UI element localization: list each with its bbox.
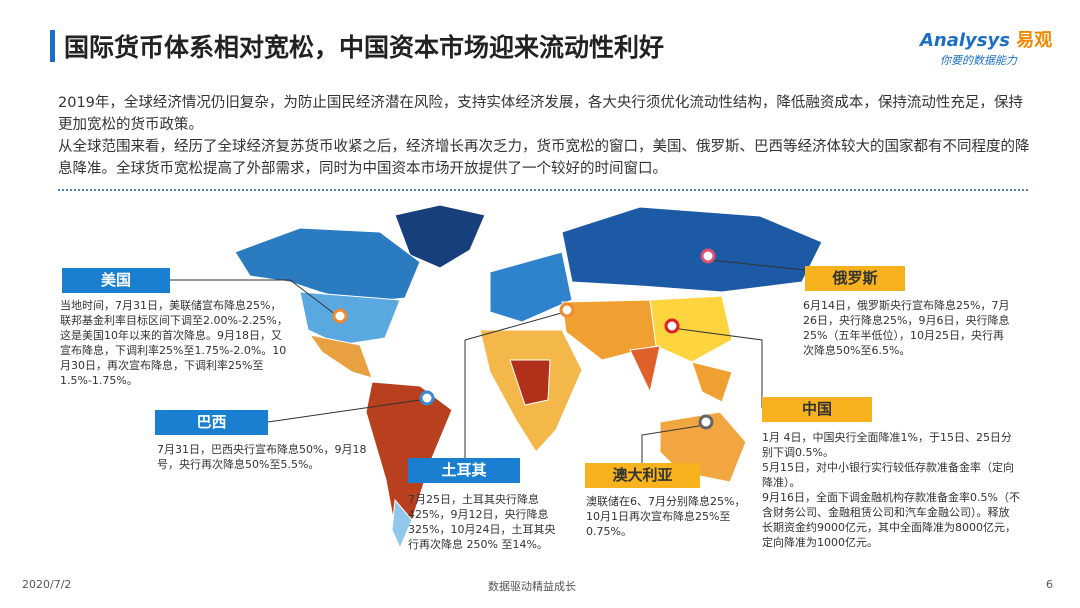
region-label: 土耳其 — [408, 458, 520, 483]
connector — [671, 327, 763, 408]
pin — [698, 414, 714, 430]
pin — [700, 248, 716, 264]
connector — [709, 259, 806, 271]
region-paragraph: 1月 4日，中国央行全面降准1%，于15日、25日分别下调0.5%。 — [762, 431, 1012, 459]
intro: 2019年，全球经济情况仍旧复杂，为防止国民经济潜在风险，支持实体经济发展，各大… — [58, 92, 1030, 180]
pins — [332, 248, 716, 430]
region-text: 当地时间，7月31日，美联储宣布降息25%，联邦基金利率目标区间下调至2.00%… — [60, 298, 288, 388]
region-paragraph: 当地时间，7月31日，美联储宣布降息25%，联邦基金利率目标区间下调至2.00%… — [60, 299, 288, 387]
region-paragraph: 7月31日，巴西央行宣布降息50%，9月18号，央行再次降息50%至5.5%。 — [157, 443, 367, 471]
page-number: 6 — [1046, 578, 1053, 591]
pin — [664, 318, 680, 334]
logo-brand: Analysys — [920, 30, 1010, 51]
pin — [559, 302, 575, 318]
connector — [267, 399, 421, 423]
region-text: 6月14日，俄罗斯央行宣布降息25%，7月26日，央行降息25%，9月6日，央行… — [803, 298, 1013, 358]
intro-paragraph: 2019年，全球经济情况仍旧复杂，为防止国民经济潜在风险，支持实体经济发展，各大… — [58, 95, 1023, 133]
logo-name: 易观 — [1016, 30, 1053, 51]
footer-date: 2020/7/2 — [22, 578, 72, 591]
region-paragraph: 9月16日，全面下调金融机构存款准备金率0.5%（不含财务公司、金融租赁公司和汽… — [762, 491, 1020, 549]
connectors — [170, 259, 806, 463]
intro-paragraph: 从全球范围来看，经历了全球经济复苏货币收紧之后，经济增长再次乏力，货币宽松的窗口… — [58, 139, 1030, 177]
region-paragraph: 7月25日，土耳其央行降息425%，9月12日，央行降息325%，10月24日，… — [408, 493, 556, 551]
continents — [234, 204, 823, 550]
region-label: 俄罗斯 — [805, 266, 905, 291]
region-label: 巴西 — [155, 410, 268, 435]
connector — [641, 424, 706, 463]
footer-slogan: 数据驱动精益成长 — [488, 580, 576, 593]
region-label: 中国 — [762, 397, 872, 422]
region-paragraph: 6月14日，俄罗斯央行宣布降息25%，7月26日，央行降息25%，9月6日，央行… — [803, 299, 1010, 357]
region-label: 美国 — [62, 268, 170, 293]
region-paragraph: 5月15日，对中小银行实行较低存款准备金率（定向降准）。 — [762, 461, 1014, 489]
pin — [419, 390, 435, 406]
title: 国际货币体系相对宽松，中国资本市场迎来流动性利好 — [64, 33, 665, 62]
region-text: 澳联储在6、7月分别降息25%，10月1日再次宣布降息25%至0.75%。 — [586, 494, 748, 539]
divider — [58, 189, 1028, 191]
connector — [170, 279, 341, 319]
region-text: 1月 4日，中国央行全面降准1%，于15日、25日分别下调0.5%。 5月15日… — [762, 430, 1020, 550]
region-paragraph: 澳联储在6、7月分别降息25%，10月1日再次宣布降息25%至0.75%。 — [586, 495, 746, 538]
connector — [464, 311, 566, 458]
pin — [332, 308, 348, 324]
region-label: 澳大利亚 — [585, 463, 700, 488]
logo-slogan: 你要的数据能力 — [940, 54, 1017, 67]
title-bar — [50, 30, 55, 62]
region-text: 7月31日，巴西央行宣布降息50%，9月18号，央行再次降息50%至5.5%。 — [157, 442, 375, 472]
logo: Analysys 易观 — [920, 26, 1052, 52]
region-text: 7月25日，土耳其央行降息425%，9月12日，央行降息325%，10月24日，… — [408, 492, 566, 552]
